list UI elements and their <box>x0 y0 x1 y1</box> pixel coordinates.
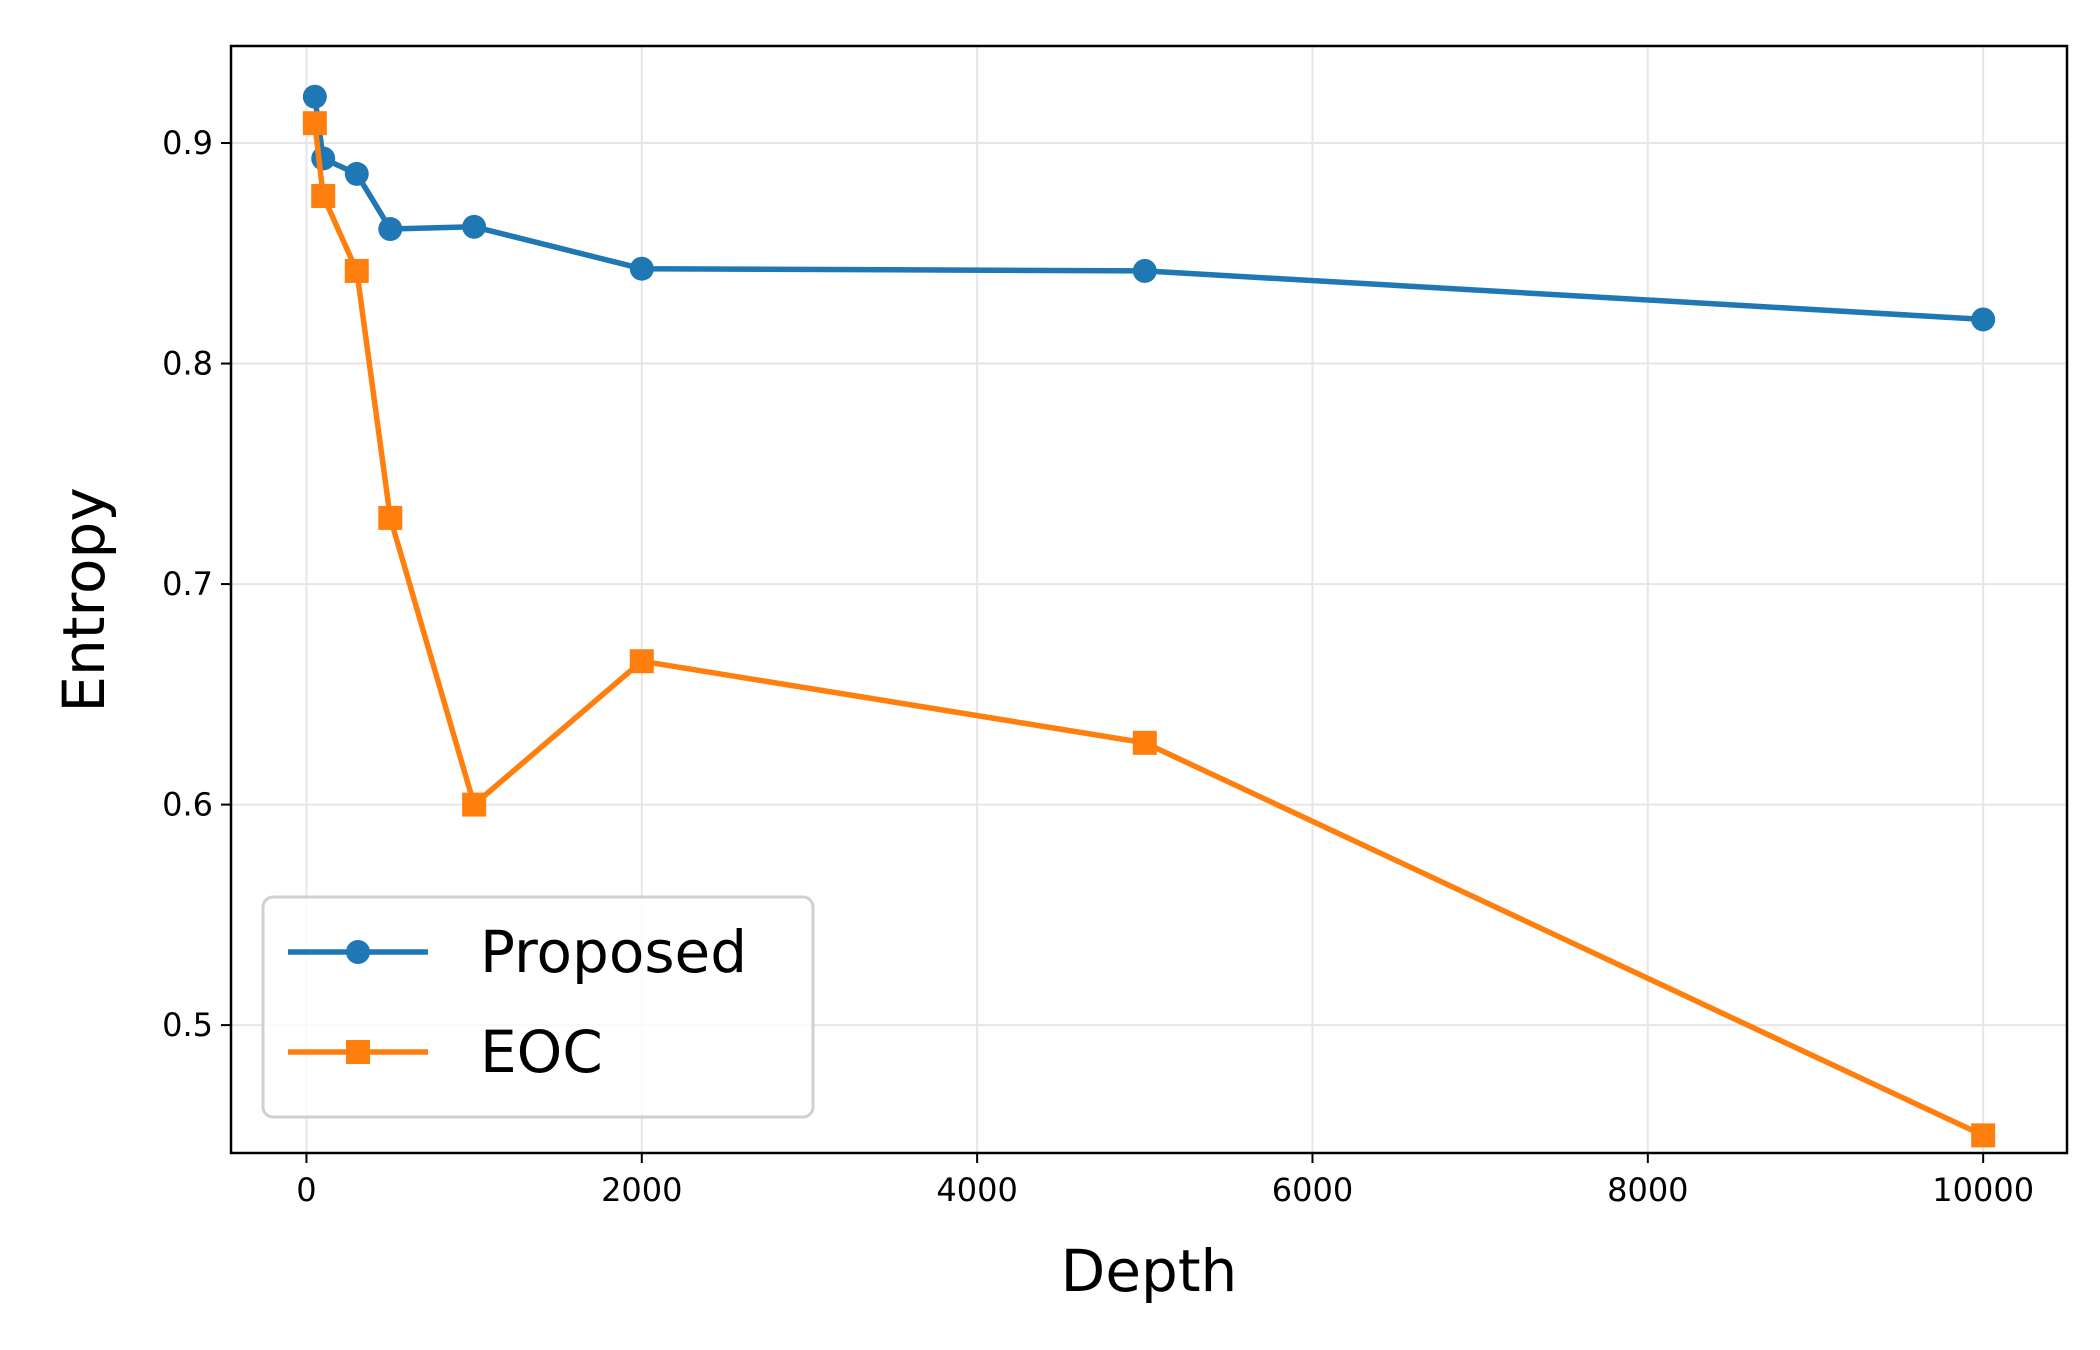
y-tick-label: 0.7 <box>162 565 213 603</box>
x-axis-title: Depth <box>1061 1237 1238 1305</box>
data-point-proposed <box>1132 258 1157 283</box>
y-tick-label: 0.5 <box>162 1006 213 1044</box>
series-line-eoc <box>312 122 1985 1138</box>
legend-marker <box>346 940 370 964</box>
data-point-eoc <box>311 183 336 208</box>
x-tick-label: 8000 <box>1607 1171 1688 1209</box>
series-eoc <box>302 111 1996 1148</box>
data-point-eoc <box>1971 1123 1996 1148</box>
data-point-proposed <box>302 84 327 109</box>
data-point-eoc <box>462 792 487 817</box>
axis-ticks: 0 2000 4000 6000 8000 10000 0.5 0.6 0.7 0.8 0.9 <box>162 124 2034 1209</box>
legend-marker <box>346 1040 370 1064</box>
data-point-eoc <box>1132 730 1157 755</box>
data-point-proposed <box>378 217 403 242</box>
data-point-proposed <box>629 256 654 281</box>
data-point-eoc <box>302 111 327 136</box>
data-point-eoc <box>378 505 403 530</box>
x-tick-label: 6000 <box>1272 1171 1353 1209</box>
legend-item-proposed: Proposed <box>288 918 747 986</box>
series-layer <box>302 84 1996 1148</box>
data-point-proposed <box>344 161 369 186</box>
data-point-proposed <box>311 146 336 171</box>
x-tick-label: 0 <box>296 1171 316 1209</box>
plot-frame <box>229 44 2069 1155</box>
y-axis-title: Entropy <box>50 487 118 712</box>
data-point-proposed <box>462 214 487 239</box>
series-proposed <box>302 84 1996 332</box>
x-tick-label: 10000 <box>1932 1171 2034 1209</box>
y-tick-label: 0.8 <box>162 345 213 383</box>
data-point-eoc <box>344 258 369 283</box>
x-tick-label: 4000 <box>936 1171 1017 1209</box>
data-point-eoc <box>629 649 654 674</box>
series-line-proposed <box>312 96 1984 323</box>
x-tick-label: 2000 <box>601 1171 682 1209</box>
legend-label: EOC <box>480 1018 603 1086</box>
legend: Proposed EOC <box>261 895 815 1119</box>
y-tick-label: 0.6 <box>162 786 213 824</box>
legend-item-eoc: EOC <box>288 1018 603 1086</box>
data-point-proposed <box>1971 307 1996 332</box>
y-tick-label: 0.9 <box>162 124 213 162</box>
legend-label: Proposed <box>480 918 747 986</box>
